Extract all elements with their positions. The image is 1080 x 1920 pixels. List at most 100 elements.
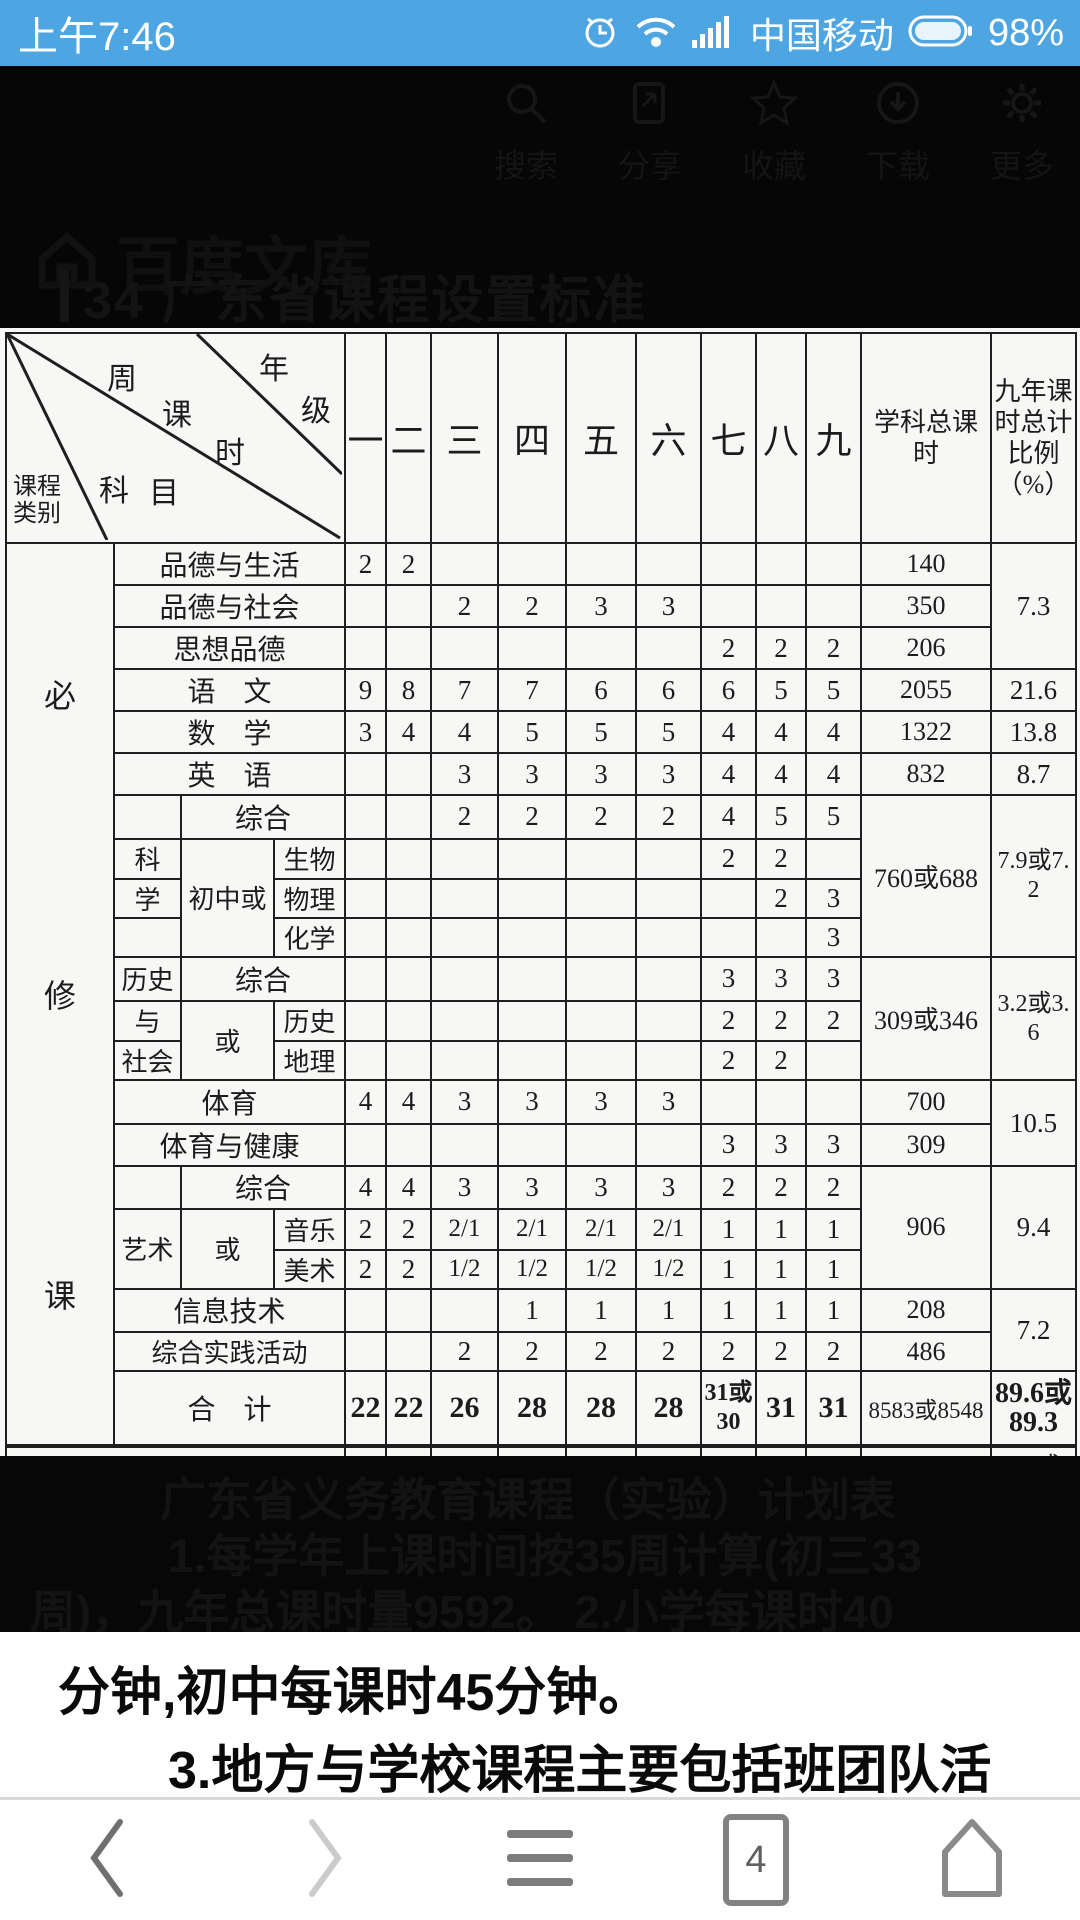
cell: 3 xyxy=(635,1164,702,1210)
cell: 13.8 xyxy=(990,710,1077,754)
corner-label: 级 xyxy=(301,395,331,428)
row-label: 美术 xyxy=(273,1248,346,1290)
table-row-total: 合 计 22 22 26 28 28 28 31或30 31 31 8583或8… xyxy=(6,1370,1077,1447)
cell: 89.6或89.3 xyxy=(990,1370,1077,1447)
back-icon xyxy=(86,1816,130,1905)
table-row: 数 学 3 4 4 5 5 5 4 4 4 1322 13.8 xyxy=(6,710,1077,754)
cell: 2 xyxy=(565,794,637,840)
row-label: 品德与生活 xyxy=(113,542,346,586)
cell: 3 xyxy=(805,917,862,958)
browser-nav-bar: 4 xyxy=(0,1800,1080,1920)
share-button[interactable]: 分享 xyxy=(606,80,694,187)
cell: 4 xyxy=(700,752,757,796)
share-label: 分享 xyxy=(617,148,682,184)
cell: 1 xyxy=(755,1208,807,1251)
document-page: 周 课 时 年 级 科 目 课程 类别 一 二 三 四 五 六 七 八 九 学科… xyxy=(0,328,1080,1562)
row-label: 物理 xyxy=(273,878,346,919)
cell: 2 xyxy=(755,878,807,919)
cell: 2 xyxy=(497,584,567,628)
grade-header: 六 xyxy=(635,332,702,544)
cell: 832 xyxy=(860,752,992,796)
note-line: 3.地方与学校课程主要包括班团队活 xyxy=(168,1742,992,1797)
cell: 22 xyxy=(385,1370,432,1447)
more-button[interactable]: 更多 xyxy=(978,80,1066,187)
cell: 4 xyxy=(430,710,499,754)
app-logo[interactable]: 百度文库 xyxy=(36,216,372,308)
table-row: 思想品德 2 2 2 206 xyxy=(6,626,1076,670)
cell: 3 xyxy=(497,1164,567,1210)
cell: 31 xyxy=(805,1370,862,1447)
cell: 31或30 xyxy=(700,1370,757,1447)
signal-icon xyxy=(691,14,736,53)
cell: 2 xyxy=(385,1208,432,1251)
home-button[interactable] xyxy=(912,1810,1032,1910)
cell: 3 xyxy=(565,752,637,796)
cell: 31 xyxy=(755,1370,807,1447)
table-row: 社会 地理 2 2 xyxy=(6,1040,1076,1081)
cell: 3 xyxy=(497,752,567,796)
category-char: 必 xyxy=(43,678,76,714)
note-line: 周)，九年总课时量9592。 2.小学每课时40 xyxy=(30,1586,894,1632)
cell: 140 xyxy=(860,542,992,586)
cell: 350 xyxy=(860,584,992,628)
star-icon xyxy=(749,79,799,131)
row-label: 或 xyxy=(180,1208,275,1290)
cell: 10.5 xyxy=(990,1079,1077,1167)
divider xyxy=(0,1797,1080,1800)
table-row: 综合 4 4 3 3 3 3 2 2 2 906 9.4 xyxy=(6,1164,1077,1290)
cell: 7.3 xyxy=(990,542,1077,670)
cell: 2/1 xyxy=(497,1208,567,1251)
cell: 2 xyxy=(805,999,862,1042)
forward-button[interactable] xyxy=(264,1810,384,1910)
grade-header: 九 xyxy=(805,332,862,544)
cell: 700 xyxy=(860,1079,992,1125)
row-label: 学 xyxy=(113,878,182,919)
cell: 3 xyxy=(700,956,757,1002)
cell: 1 xyxy=(755,1287,807,1333)
favorite-button[interactable]: 收藏 xyxy=(730,79,818,187)
table-row: 与 或 历史 2 2 2 xyxy=(6,999,1076,1081)
row-label: 语 文 xyxy=(113,668,346,712)
note-line: 1.每学年上课时间按35周计算(初三33 xyxy=(168,1530,923,1582)
cell: 3 xyxy=(565,1079,637,1125)
category-char: 课 xyxy=(43,1278,76,1314)
row-label: 历史 xyxy=(273,999,346,1042)
cell: 8583或8548 xyxy=(860,1370,992,1447)
clock-text: 上午7:46 xyxy=(18,15,176,59)
cell: 2055 xyxy=(860,668,992,712)
cell: 6 xyxy=(635,668,702,712)
download-label: 下载 xyxy=(865,148,930,184)
tab-count: 4 xyxy=(745,1838,767,1881)
cell: 1 xyxy=(805,1208,862,1251)
row-label: 合 计 xyxy=(113,1370,346,1447)
cell: 1 xyxy=(755,1248,807,1290)
search-icon xyxy=(503,80,549,131)
row-label: 综合 xyxy=(180,956,346,1002)
cell: 3 xyxy=(755,956,807,1002)
carrier-text: 中国移动 xyxy=(749,15,894,56)
cell: 4 xyxy=(344,1164,387,1210)
diagonal-header-cell: 周 课 时 年 级 科 目 课程 类别 xyxy=(5,332,346,544)
cell: 1 xyxy=(700,1208,757,1251)
cell: 3 xyxy=(805,878,862,919)
cell: 5 xyxy=(755,668,807,712)
table-row: 信息技术 1 1 1 1 1 1 208 7.2 xyxy=(6,1287,1077,1372)
corner-label: 课 xyxy=(162,399,192,432)
tabs-button[interactable]: 4 xyxy=(696,1810,816,1910)
cell: 26 xyxy=(430,1370,499,1447)
cell: 4 xyxy=(700,794,757,840)
search-button[interactable]: 搜索 xyxy=(482,80,570,187)
download-button[interactable]: 下载 xyxy=(854,80,942,187)
cell: 1 xyxy=(805,1287,862,1333)
table-row: 必 修 课 品德与生活 2 2 140 7.3 xyxy=(5,542,1077,1447)
row-label: 体育与健康 xyxy=(113,1122,346,1167)
table-header-row: 周 课 时 年 级 科 目 课程 类别 一 二 三 四 五 六 七 八 九 学科… xyxy=(5,332,1077,544)
back-button[interactable] xyxy=(48,1810,168,1910)
menu-button[interactable] xyxy=(480,1810,600,1910)
cell: 7.2 xyxy=(990,1287,1077,1372)
cell: 309 xyxy=(860,1122,992,1167)
note-line: 广东省义务教育课程（实验）计划表 xyxy=(160,1474,896,1526)
notes-section: 分钟,初中每课时45分钟。 3.地方与学校课程主要包括班团队活 xyxy=(0,1632,1080,1797)
cell: 2 xyxy=(385,542,432,586)
